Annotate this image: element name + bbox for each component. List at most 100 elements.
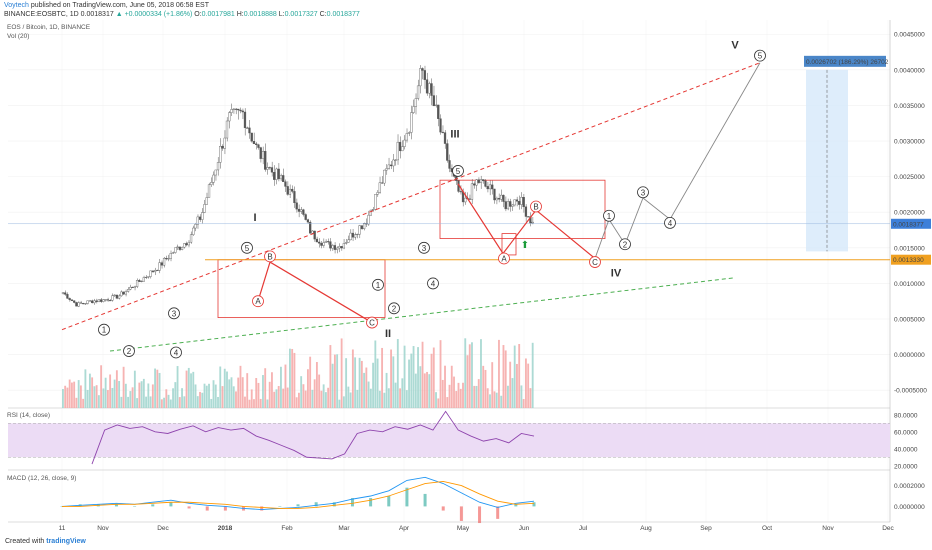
candle-body bbox=[219, 146, 222, 163]
candle-body bbox=[484, 180, 487, 187]
volume-bar bbox=[185, 370, 188, 408]
candle-body bbox=[351, 232, 354, 238]
candle-body bbox=[187, 241, 190, 246]
volume-bar bbox=[230, 377, 233, 408]
candle-body bbox=[385, 168, 388, 171]
candle-body bbox=[300, 209, 303, 212]
volume-bar bbox=[459, 388, 462, 408]
candle-body bbox=[488, 184, 492, 190]
trendlines bbox=[8, 62, 890, 352]
candle-body bbox=[297, 208, 301, 212]
upper-trendline bbox=[61, 62, 761, 331]
macd-histogram-bar bbox=[278, 506, 282, 507]
volume-bar bbox=[333, 354, 336, 408]
candle-body bbox=[464, 197, 467, 203]
wave-abc-label: B bbox=[533, 203, 538, 212]
candle-body bbox=[403, 139, 406, 147]
wave-minor-label: 4 bbox=[668, 219, 673, 228]
wave-primary-label: III bbox=[450, 128, 459, 140]
candle-body bbox=[241, 110, 244, 113]
candle-body bbox=[302, 209, 305, 215]
volume-bar bbox=[86, 389, 89, 408]
volume-bar bbox=[376, 358, 379, 408]
volume-bar bbox=[111, 387, 114, 408]
wave-abc-label: A bbox=[255, 297, 261, 306]
candle-body bbox=[513, 199, 516, 206]
volume-bar bbox=[372, 362, 375, 408]
price-tick-label: -0.0005000 bbox=[894, 388, 927, 395]
candle-body bbox=[286, 186, 289, 195]
volume-bar bbox=[457, 382, 460, 408]
wave-minor bbox=[170, 346, 182, 359]
macd-histogram-bar bbox=[332, 502, 336, 507]
candle-body bbox=[360, 225, 363, 230]
candle-body bbox=[389, 164, 393, 167]
time-tick-label: 2018 bbox=[218, 525, 233, 532]
candle-body bbox=[203, 204, 206, 213]
support-price-label bbox=[891, 254, 931, 265]
candle-body bbox=[470, 183, 474, 200]
volume-bar bbox=[88, 373, 91, 408]
candle-body bbox=[475, 179, 478, 186]
candle-body bbox=[419, 68, 422, 87]
volume-bar bbox=[367, 381, 370, 408]
candle-body bbox=[527, 216, 530, 218]
candle-body bbox=[504, 201, 507, 210]
wave-minor bbox=[619, 238, 631, 251]
candle-body bbox=[434, 104, 438, 107]
time-tick-label: Nov bbox=[97, 525, 109, 532]
volume-bar bbox=[423, 373, 426, 408]
volume-bar bbox=[527, 363, 530, 408]
wave-minor bbox=[452, 165, 464, 177]
volume-bar bbox=[190, 373, 192, 408]
up-arrow-icon: ▲ bbox=[115, 11, 123, 18]
wave-minor-label: 2 bbox=[623, 240, 628, 249]
volume-bar bbox=[455, 391, 458, 408]
close-label: C: bbox=[319, 11, 327, 18]
low-label: L: bbox=[278, 11, 285, 18]
candle-body bbox=[162, 257, 166, 266]
candle-body bbox=[421, 68, 424, 71]
wave-primary-label: I bbox=[253, 212, 256, 224]
volume-bar bbox=[232, 386, 235, 408]
candle-body bbox=[207, 184, 211, 198]
volume-bar bbox=[226, 371, 228, 408]
rsi-tick-label: 60.0000 bbox=[894, 429, 918, 436]
wave-minor-label: 1 bbox=[102, 326, 107, 335]
volume-bar bbox=[70, 382, 73, 408]
tradingview-logo[interactable]: tradingView bbox=[46, 538, 86, 545]
candle-body bbox=[131, 286, 134, 288]
wave-boxes bbox=[217, 179, 606, 318]
macd-histogram-bar bbox=[369, 498, 373, 507]
macd-histogram-bar bbox=[114, 504, 118, 507]
rsi-tick-label: 20.0000 bbox=[894, 463, 918, 470]
volume-bar bbox=[304, 390, 307, 408]
candle-body bbox=[502, 194, 505, 202]
time-tick-label: Dec bbox=[882, 525, 894, 532]
candle-body bbox=[228, 112, 231, 122]
volume-bar bbox=[342, 396, 345, 408]
ohlc-line: BINANCE:EOSBTC, 1D 0.0018317 ▲ +0.000033… bbox=[4, 11, 360, 18]
price-tick-label: 0.0030000 bbox=[894, 139, 925, 146]
candle-body bbox=[356, 233, 359, 235]
volume-bar bbox=[378, 390, 381, 408]
volume-bar bbox=[495, 392, 498, 408]
volume-bar bbox=[176, 366, 179, 408]
candle-body bbox=[378, 182, 381, 193]
candle-body bbox=[333, 245, 337, 250]
candle-body bbox=[414, 98, 417, 107]
candle-body bbox=[100, 299, 103, 302]
volume-bar bbox=[93, 386, 96, 408]
candle-body bbox=[459, 191, 462, 193]
candle-body bbox=[113, 294, 116, 296]
author-link[interactable]: Voytech bbox=[4, 2, 29, 9]
volume-bar bbox=[203, 383, 206, 408]
macd-histogram-bar bbox=[496, 506, 500, 519]
high-label: H: bbox=[236, 11, 244, 18]
wave-minor bbox=[241, 241, 253, 254]
volume-bar bbox=[322, 384, 325, 408]
wave-abc bbox=[252, 295, 264, 308]
volume-bar bbox=[432, 347, 435, 408]
